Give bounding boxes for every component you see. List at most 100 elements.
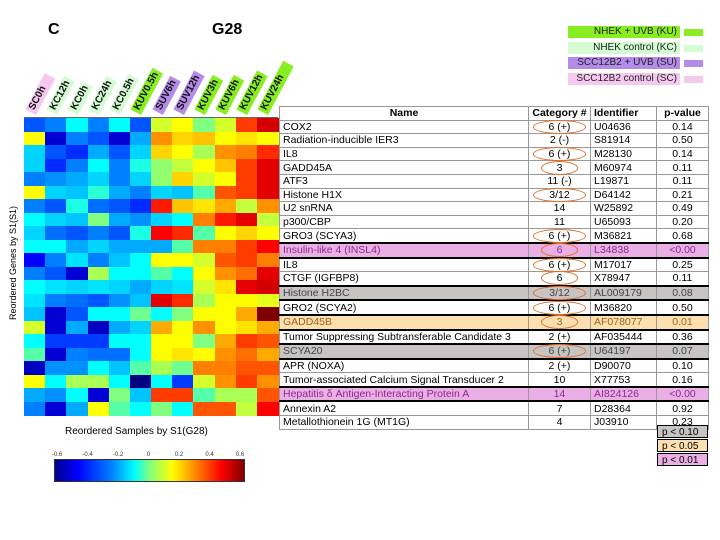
heatmap-cell [151,118,173,133]
heatmap-cell [151,388,173,403]
category-cell: 4 [528,415,591,430]
heatmap-cell [24,239,46,254]
category-cell: 11 (-) [528,173,591,189]
heatmap-cell [87,334,110,349]
category-value: 10 [553,373,566,386]
heatmap-cell [87,401,110,416]
heatmap-cell [45,172,67,187]
heatmap-cell [172,401,194,416]
category-value: 6 [540,243,579,258]
heatmap-cell [151,212,173,227]
heatmap-cell [172,388,194,403]
heatmap-cell [214,185,237,200]
heatmap-cell [256,158,279,173]
heatmap-cell [193,212,216,227]
heatmap-cell [66,320,89,335]
heatmap-cell [235,158,258,173]
legend-label: NHEK control (KC) [568,41,680,54]
heatmap-cell [108,118,131,133]
gene-name: Metallothionein 1G (MT1G) [279,415,529,430]
heatmap-cell [108,239,131,254]
heatmap-cell [151,334,173,349]
heatmap-cell [151,199,173,214]
heatmap [24,117,279,416]
heatmap-cell [87,239,110,254]
identifier: AI824126 [590,385,657,403]
table-row: Tumor Suppressing Subtransferable Candid… [279,329,709,345]
header-identifier: Identifier [590,106,657,121]
heatmap-cell [214,320,237,335]
header-category: Category # [528,106,591,121]
heatmap-cell [256,118,279,133]
heatmap-cell [87,172,110,187]
heatmap-cell [151,361,173,376]
heatmap-cell [108,145,131,160]
heatmap-cell [24,347,46,362]
heatmap-cell [108,226,131,241]
heatmap-cell [87,388,110,403]
heatmap-cell [193,185,216,200]
category-value: 2 (+) [548,330,571,343]
category-value: 3/12 [533,286,587,301]
heatmap-cell [129,199,152,214]
heatmap-cell [214,118,237,133]
heatmap-cell [66,347,89,362]
category-value: 7 [556,402,563,415]
heatmap-cell [108,131,131,146]
heatmap-cell [87,293,110,308]
heatmap-cell [235,185,258,200]
heatmap-cell [235,253,258,268]
heatmap-cell [45,118,67,133]
heatmap-cell [45,401,67,416]
identifier: L19871 [590,173,657,189]
heatmap-cell [214,212,237,227]
heatmap-cell [151,145,173,160]
heatmap-cell [108,266,131,281]
heatmap-cell [214,131,237,146]
heatmap-cell [87,253,110,268]
legend-swatch [684,29,703,36]
colorbar [54,459,245,482]
heatmap-cell [193,199,216,214]
category-value: 3 [540,315,579,330]
heatmap-cell [256,388,279,403]
heatmap-cell [256,199,279,214]
legend-swatch [684,44,703,52]
heatmap-cell [45,185,67,200]
heatmap-cell [66,334,89,349]
heatmap-cell [214,388,237,403]
p-value: 0.21 [656,187,709,203]
heatmap-cell [172,253,194,268]
heatmap-cell [193,131,216,146]
category-cell: 14 [528,385,591,403]
table-row: Insulin-like 4 (INSL4) 6 L34838 <0.00 [279,241,709,259]
heatmap-cell [151,158,173,173]
heatmap-cell [66,307,89,322]
heatmap-cell [129,401,152,416]
category-value: 3/12 [533,187,587,202]
heatmap-cell [45,347,67,362]
heatmap-cell [235,131,258,146]
heatmap-cell [235,361,258,376]
heatmap-cell [87,199,110,214]
gene-name: Histone H2BC [279,284,529,302]
category-cell: 2 (-) [528,133,591,148]
category-value: 14 [553,202,566,215]
identifier: D90070 [590,358,657,374]
gene-name: ATF3 [279,173,529,189]
category-cell: 6 [528,271,591,287]
heatmap-cell [129,307,152,322]
heatmap-cell [24,280,46,295]
heatmap-cell [235,280,258,295]
category-value: 6 [540,271,579,286]
heatmap-cell [66,388,89,403]
table-row: COX2 6 (+) U04636 0.14 [279,119,709,135]
heatmap-cell [214,401,237,416]
heatmap-cell [66,185,89,200]
heatmap-cell [129,131,152,146]
heatmap-cell [172,347,194,362]
heatmap-cell [24,172,46,187]
identifier: X78947 [590,271,657,287]
category-cell: 2 (+) [528,329,591,345]
heatmap-cell [24,307,46,322]
